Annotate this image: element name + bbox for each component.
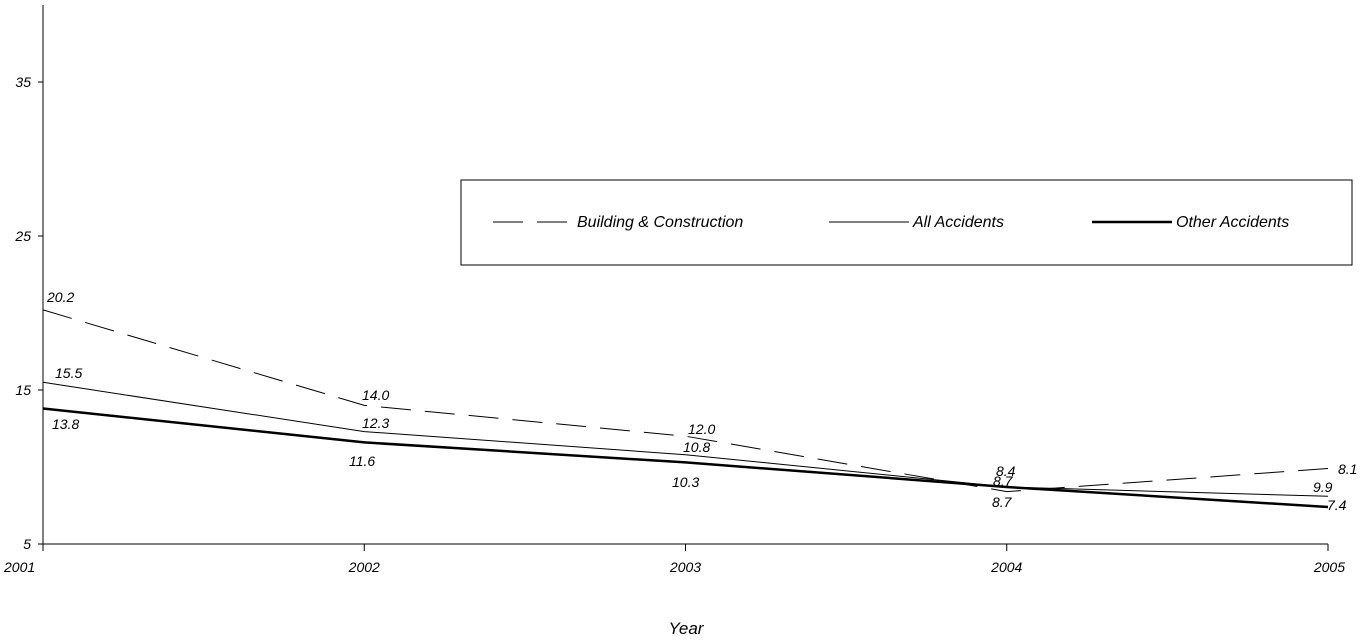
y-tick-label: 5 xyxy=(23,536,31,552)
data-label: 12.3 xyxy=(362,415,389,431)
x-tick-label: 2004 xyxy=(990,559,1022,575)
data-label: 13.8 xyxy=(52,416,79,432)
legend-label-0: Building & Construction xyxy=(577,214,743,231)
chart-axes: 5 15 25 35 2001 2002 2003 2004 2005 xyxy=(3,5,1345,575)
data-label: 8.7 xyxy=(992,494,1013,510)
y-tick-label: 35 xyxy=(15,74,31,90)
x-tick-label: 2001 xyxy=(3,559,35,575)
data-label: 8.1 xyxy=(1338,461,1357,477)
data-label: 15.5 xyxy=(55,365,82,381)
chart-data-labels: 20.2 14.0 12.0 8.4 9.9 15.5 12.3 10.8 8.7 8.1 13.8… xyxy=(46,289,1357,513)
data-label: 12.0 xyxy=(688,421,715,437)
y-tick-label: 15 xyxy=(15,382,31,398)
chart-series xyxy=(42,309,1329,509)
data-label: 8.7 xyxy=(993,473,1014,489)
data-label: 10.3 xyxy=(672,474,699,490)
x-tick-label: 2005 xyxy=(1313,559,1345,575)
x-tick-label: 2002 xyxy=(348,559,380,575)
series-line-2 xyxy=(42,407,1329,509)
legend-label-2: Other Accidents xyxy=(1176,214,1289,231)
series-line-1 xyxy=(42,381,1329,497)
data-label: 10.8 xyxy=(683,439,710,455)
data-label: 8.4 xyxy=(996,463,1016,479)
chart-legend: Building & Construction All Accidents Othe… xyxy=(460,179,1353,266)
data-label: 14.0 xyxy=(362,387,389,403)
x-tick-label: 2003 xyxy=(669,559,701,575)
series-line-0 xyxy=(42,309,1329,493)
x-axis-title: Year xyxy=(669,619,705,638)
data-label: 9.9 xyxy=(1313,479,1333,495)
data-label: 7.4 xyxy=(1327,497,1347,513)
data-label: 11.6 xyxy=(349,453,375,469)
legend-label-1: All Accidents xyxy=(912,214,1004,231)
data-label: 20.2 xyxy=(46,289,74,305)
y-tick-label: 25 xyxy=(14,228,31,244)
